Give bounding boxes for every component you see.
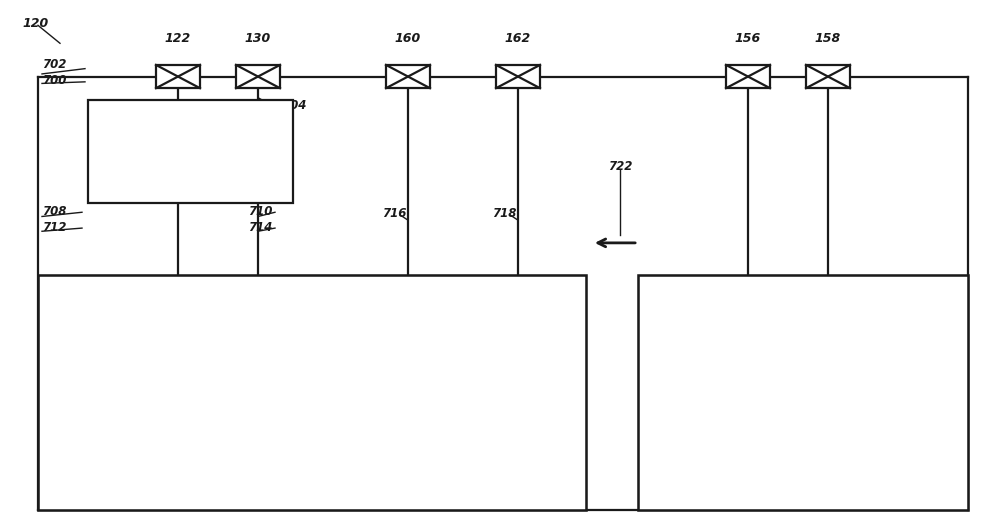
Text: 720: 720 [784,426,822,444]
Text: 频率控制器: 频率控制器 [285,360,339,378]
Text: 次级控制器: 次级控制器 [776,360,830,378]
Text: 130: 130 [245,32,271,45]
Text: 710: 710 [248,205,272,218]
Text: 708: 708 [42,205,66,218]
Text: 702: 702 [42,58,66,71]
Text: 120: 120 [22,17,48,30]
Bar [88,100,293,203]
Text: 156: 156 [735,32,761,45]
Bar [156,65,200,88]
Text: 712: 712 [42,221,66,233]
Text: 700: 700 [42,74,66,87]
Text: FET 驱动器: FET 驱动器 [160,144,220,159]
Text: 160: 160 [395,32,421,45]
Bar [638,275,968,510]
Bar [38,275,586,510]
Text: 722: 722 [608,160,632,173]
Text: 718: 718 [492,208,516,220]
Bar [386,65,430,88]
Bar [496,65,540,88]
Bar [806,65,850,88]
Text: 714: 714 [248,221,272,233]
Text: 716: 716 [382,208,406,220]
Text: 162: 162 [505,32,531,45]
Text: 704: 704 [282,99,306,112]
Text: 706: 706 [293,426,331,444]
Text: 158: 158 [815,32,841,45]
Text: 122: 122 [165,32,191,45]
Bar [236,65,280,88]
Bar [726,65,770,88]
